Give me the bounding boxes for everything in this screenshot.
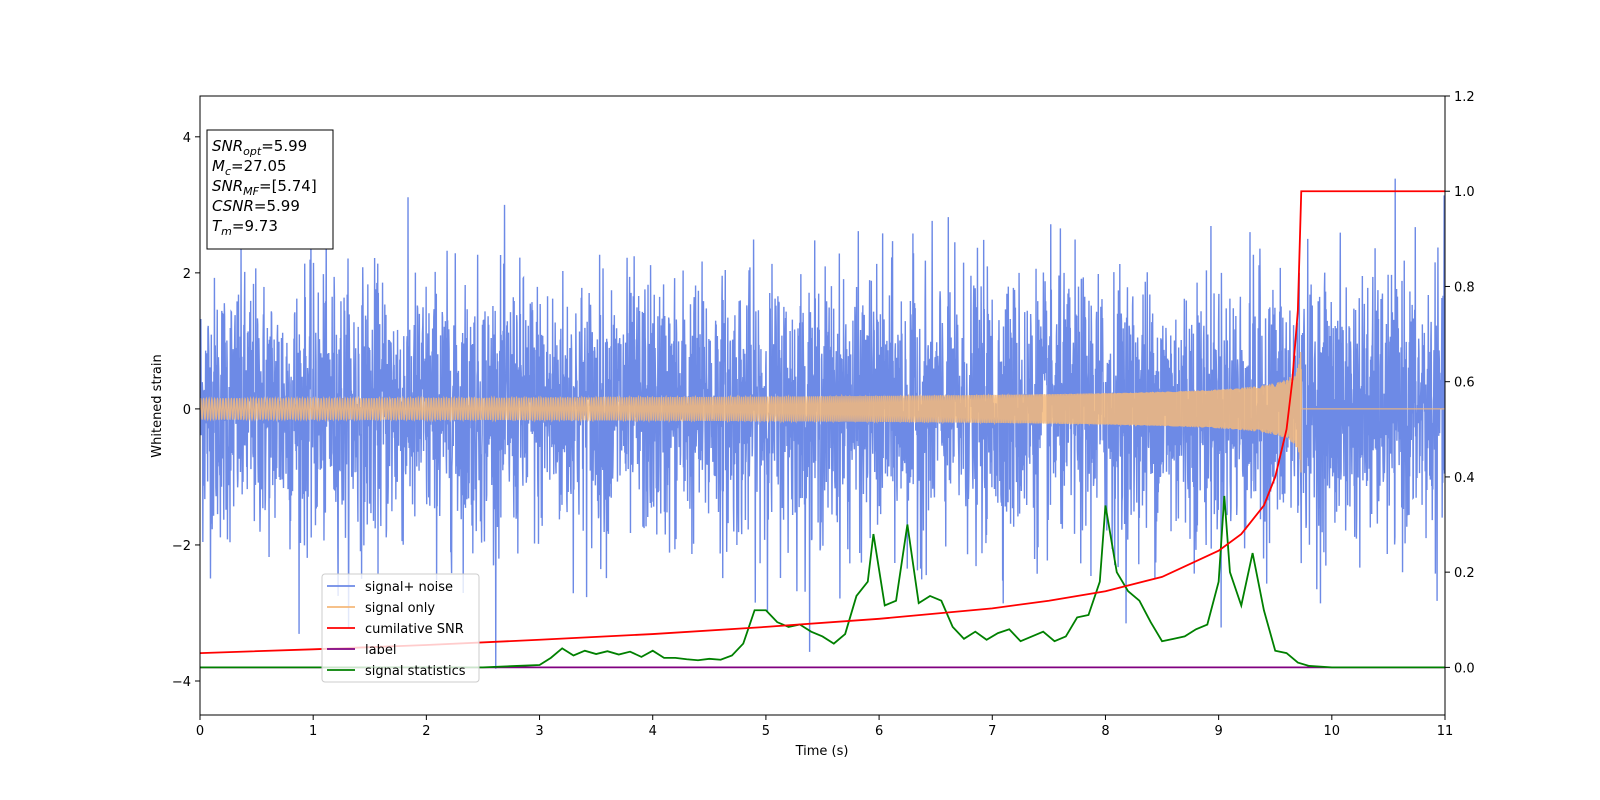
y-tick-label: 0: [183, 403, 191, 418]
legend-frame: [321, 573, 480, 683]
y2-tick-label: 0.8: [1454, 280, 1475, 295]
x-tick-label: 10: [1324, 724, 1341, 739]
annotation-frame: [206, 129, 334, 250]
x-tick-label: 4: [649, 724, 657, 739]
annotation-line: SNRMF=[5.74]: [212, 177, 317, 198]
plot-frame: [199, 95, 1446, 716]
x-tick-label: 9: [1214, 724, 1222, 739]
annotation-line: SNRopt=5.99: [212, 137, 307, 158]
signal-only-line: [200, 352, 1445, 473]
y-axis-left: −4 −2 0 2 4: [172, 131, 200, 690]
legend-label: label: [365, 643, 396, 658]
y2-tick-label: 0.2: [1454, 566, 1475, 581]
x-tick-label: 5: [762, 724, 770, 739]
y2-tick-label: 1.2: [1454, 90, 1475, 105]
x-tick-label: 0: [196, 724, 204, 739]
y-tick-label: −4: [172, 675, 191, 690]
x-axis: 0 1 2 3 4 5 6 7 8 9 10 11: [196, 715, 1453, 739]
legend-label: cumilative SNR: [365, 622, 464, 637]
x-tick-label: 8: [1101, 724, 1109, 739]
signal-statistics-line: [200, 495, 1445, 669]
legend-label: signal only: [365, 601, 435, 616]
x-tick-label: 11: [1437, 724, 1454, 739]
legend: signal+ noise signal only cumilative SNR la…: [321, 573, 480, 683]
signal-only-series: [200, 352, 1445, 473]
x-tick-label: 2: [422, 724, 430, 739]
y2-tick-label: 1.0: [1454, 185, 1475, 200]
annotation-line: Mc=27.05: [212, 157, 287, 178]
x-axis-label: Time (s): [795, 744, 849, 759]
x-tick-label: 3: [535, 724, 543, 739]
y-axis-label: Whitened strain: [150, 354, 165, 457]
legend-label: signal statistics: [365, 664, 466, 679]
annotation-line: Tm=9.73: [212, 217, 278, 238]
y2-tick-label: 0.0: [1454, 661, 1475, 676]
x-tick-label: 1: [309, 724, 317, 739]
y-tick-label: 4: [183, 131, 191, 146]
cumilative-snr-line: [200, 190, 1445, 654]
x-tick-label: 6: [875, 724, 883, 739]
y-tick-label: −2: [172, 539, 191, 554]
annotation-box: SNRopt=5.99Mc=27.05SNRMF=[5.74]CSNR=5.99…: [206, 129, 334, 250]
y2-tick-label: 0.4: [1454, 471, 1475, 486]
y-axis-right: 0.0 0.2 0.4 0.6 0.8 1.0 1.2: [1445, 90, 1475, 676]
y2-tick-label: 0.6: [1454, 376, 1475, 391]
annotation-line: CSNR=5.99: [212, 197, 300, 215]
x-tick-label: 7: [988, 724, 996, 739]
legend-label: signal+ noise: [365, 580, 453, 595]
y-tick-label: 2: [183, 267, 191, 282]
